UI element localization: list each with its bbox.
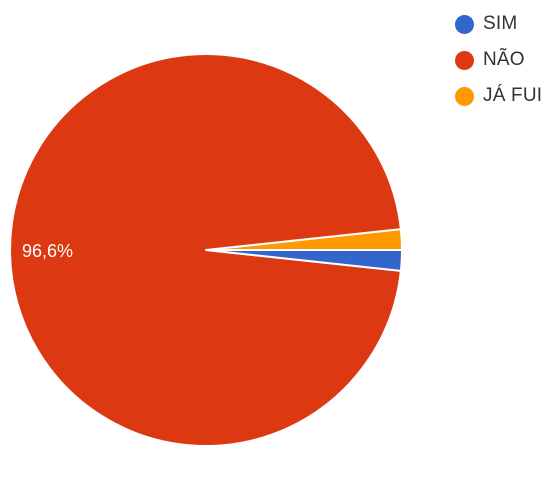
legend-item-sim[interactable]: SIM: [455, 13, 542, 34]
legend-swatch-sim: [455, 14, 474, 34]
legend-swatch-nao: [455, 50, 474, 70]
pie-data-labels: 96,6%: [22, 241, 73, 261]
legend-label-ja-fui: JÁ FUI: [483, 85, 543, 106]
data-label-slice-nao: 96,6%: [22, 241, 73, 261]
legend-item-nao[interactable]: NÃO: [455, 49, 542, 70]
legend-swatch-ja-fui: [455, 86, 474, 106]
pie-slices: [9, 53, 403, 447]
chart-legend: SIM NÃO JÁ FUI: [455, 13, 543, 122]
legend-label-nao: NÃO: [483, 49, 525, 70]
legend-item-ja-fui[interactable]: JÁ FUI: [455, 85, 543, 106]
slice-sim[interactable]: [205, 249, 403, 272]
legend-label-sim: SIM: [483, 13, 518, 34]
